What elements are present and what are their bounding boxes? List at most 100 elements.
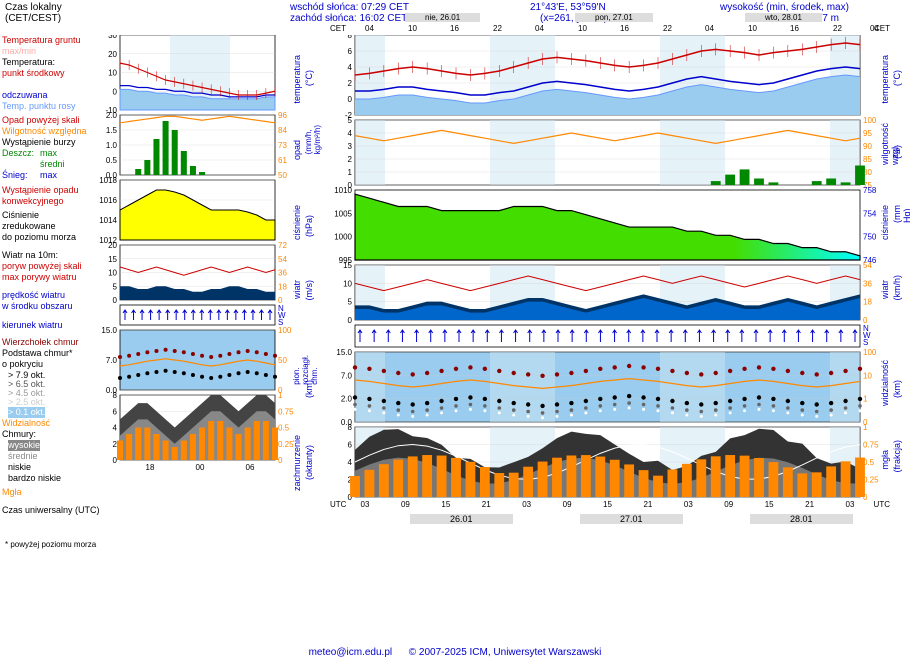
svg-text:20: 20 (108, 50, 117, 59)
axl-opad: opad (292, 140, 302, 160)
svg-text:0: 0 (113, 87, 118, 96)
svg-text:18: 18 (146, 463, 155, 472)
utc-right: UTC (874, 500, 890, 509)
svg-text:1: 1 (863, 395, 868, 404)
svg-text:4: 4 (348, 458, 353, 467)
svg-text:0.75: 0.75 (278, 407, 294, 416)
svg-text:S: S (863, 338, 868, 347)
svg-text:0: 0 (348, 316, 353, 325)
svg-text:5: 5 (113, 282, 118, 291)
cet-left: CET (330, 24, 346, 33)
svg-text:5: 5 (348, 116, 353, 125)
svg-text:2: 2 (348, 155, 353, 164)
axl-wiatr: wiatr (292, 280, 302, 299)
axr-wilg-u: (%) (892, 145, 902, 159)
axl-cisn: ciśnienie (292, 205, 302, 240)
svg-text:0.5: 0.5 (278, 424, 290, 433)
svg-text:1: 1 (863, 423, 868, 432)
svg-text:00: 00 (196, 463, 205, 472)
axl-pion-u: (km) (304, 380, 314, 398)
svg-text:95: 95 (863, 129, 872, 138)
axl-wiatr-u: (m/s) (304, 280, 314, 301)
axl-cisn-u: (hPa) (304, 215, 314, 237)
footer-email[interactable]: meteo@icm.edu.pl (309, 647, 393, 658)
svg-text:0: 0 (113, 296, 118, 305)
svg-text:50: 50 (278, 356, 287, 365)
svg-text:50: 50 (278, 171, 287, 180)
svg-text:15: 15 (343, 261, 352, 270)
svg-text:6: 6 (348, 441, 353, 450)
svg-text:754: 754 (863, 209, 877, 218)
axr-cisn: ciśnienie (880, 205, 890, 240)
axr-widz: widzialność (880, 360, 890, 406)
utc-left: UTC (330, 500, 346, 509)
day2: pon, 27.01 (575, 13, 653, 22)
axl-temp-c: (°C) (304, 70, 314, 86)
svg-text:1018: 1018 (99, 176, 117, 185)
axr-wiatr: wiatr (880, 280, 890, 299)
svg-text:18: 18 (863, 298, 872, 307)
svg-text:10: 10 (108, 69, 117, 78)
svg-text:0: 0 (278, 456, 283, 465)
date1: 26.01 (410, 514, 513, 524)
svg-text:15: 15 (108, 255, 117, 264)
svg-text:5: 5 (348, 298, 353, 307)
svg-text:54: 54 (278, 255, 287, 264)
svg-text:7.0: 7.0 (341, 371, 353, 380)
coords-label: 21°43'E, 53°59'N (530, 2, 606, 13)
wysokosc-label: wysokość (min, środek, max) (720, 2, 849, 13)
svg-text:85: 85 (863, 155, 872, 164)
svg-text:6: 6 (113, 407, 118, 416)
zachod-label: zachód słońca: 16:02 CET (290, 13, 407, 24)
axr-temp: temperatura (880, 55, 890, 104)
svg-text:4: 4 (348, 129, 353, 138)
svg-text:84: 84 (278, 126, 287, 135)
svg-text:0.25: 0.25 (863, 476, 879, 485)
svg-text:2: 2 (348, 79, 353, 88)
svg-text:4: 4 (113, 424, 118, 433)
axr-widz-u: (km) (892, 380, 902, 398)
axl-temp: temperatura (292, 55, 302, 104)
svg-text:1: 1 (278, 391, 283, 400)
leg-utc: Czas uniwersalny (UTC) (2, 505, 100, 516)
axr-wiatr-u: (km/h) (892, 275, 902, 301)
wschod-label: wschód słońca: 07:29 CET (290, 2, 409, 13)
axl-zachm-u: (oktanty) (304, 445, 314, 480)
svg-text:6: 6 (348, 47, 353, 56)
svg-text:3: 3 (348, 142, 353, 151)
svg-text:10: 10 (108, 269, 117, 278)
svg-text:36: 36 (863, 279, 872, 288)
svg-text:2.0: 2.0 (106, 111, 118, 120)
czas-lokalny-sub: (CET/CEST) (5, 13, 61, 24)
svg-text:30: 30 (108, 35, 117, 40)
svg-text:54: 54 (863, 261, 872, 270)
svg-text:1000: 1000 (334, 233, 352, 242)
svg-text:4: 4 (348, 63, 353, 72)
date3: 28.01 (750, 514, 853, 524)
svg-text:18: 18 (278, 282, 287, 291)
svg-text:1014: 1014 (99, 216, 117, 225)
svg-text:1016: 1016 (99, 196, 117, 205)
svg-text:73: 73 (278, 141, 287, 150)
svg-text:1.5: 1.5 (106, 126, 118, 135)
svg-text:72: 72 (278, 241, 287, 250)
axr-mgla-u: (frakcja) (892, 440, 902, 473)
date2: 27.01 (580, 514, 683, 524)
svg-text:8: 8 (113, 391, 118, 400)
svg-text:0: 0 (113, 456, 118, 465)
svg-text:0.5: 0.5 (106, 156, 118, 165)
svg-text:100: 100 (863, 116, 877, 125)
svg-text:0: 0 (348, 95, 353, 104)
day1: nie, 26.01 (405, 13, 480, 22)
svg-text:36: 36 (278, 269, 287, 278)
svg-text:8: 8 (348, 35, 353, 40)
svg-text:1005: 1005 (334, 209, 352, 218)
svg-text:15.0: 15.0 (101, 326, 117, 335)
svg-text:61: 61 (278, 156, 287, 165)
axr-mgla: mgła (880, 450, 890, 470)
svg-text:10: 10 (343, 279, 352, 288)
czas-lokalny-label: Czas lokalny (5, 2, 62, 13)
svg-text:06: 06 (246, 463, 255, 472)
svg-text:0.75: 0.75 (863, 441, 879, 450)
svg-text:96: 96 (278, 111, 287, 120)
